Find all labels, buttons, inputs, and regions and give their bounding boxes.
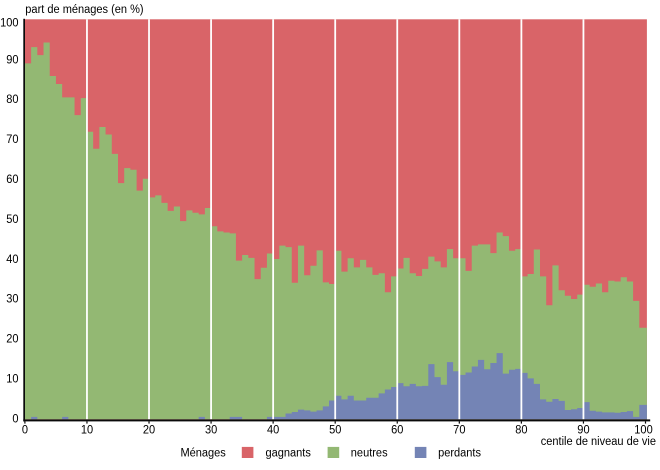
svg-text:20: 20: [143, 424, 155, 436]
svg-text:40: 40: [267, 424, 279, 436]
svg-text:70: 70: [453, 424, 465, 436]
svg-text:80: 80: [6, 94, 18, 106]
svg-text:50: 50: [329, 424, 341, 436]
svg-text:centile de niveau de vie: centile de niveau de vie: [541, 436, 656, 448]
svg-text:30: 30: [6, 293, 18, 305]
svg-text:40: 40: [6, 253, 18, 265]
svg-text:perdants: perdants: [438, 447, 481, 459]
svg-text:20: 20: [6, 333, 18, 345]
svg-text:10: 10: [81, 424, 93, 436]
svg-text:100: 100: [634, 424, 652, 436]
svg-text:100: 100: [0, 17, 18, 29]
svg-text:90: 90: [577, 424, 589, 436]
svg-text:Ménages: Ménages: [180, 447, 226, 459]
svg-text:50: 50: [6, 214, 18, 226]
svg-text:0: 0: [22, 424, 28, 436]
svg-text:90: 90: [6, 54, 18, 66]
svg-text:part de ménages (en %): part de ménages (en %): [25, 4, 143, 16]
svg-text:0: 0: [12, 413, 18, 425]
svg-text:30: 30: [205, 424, 217, 436]
svg-text:gagnants: gagnants: [266, 447, 312, 459]
svg-text:70: 70: [6, 134, 18, 146]
svg-text:60: 60: [391, 424, 403, 436]
svg-text:60: 60: [6, 174, 18, 186]
svg-text:10: 10: [6, 373, 18, 385]
svg-text:80: 80: [515, 424, 527, 436]
svg-text:neutres: neutres: [351, 447, 388, 459]
